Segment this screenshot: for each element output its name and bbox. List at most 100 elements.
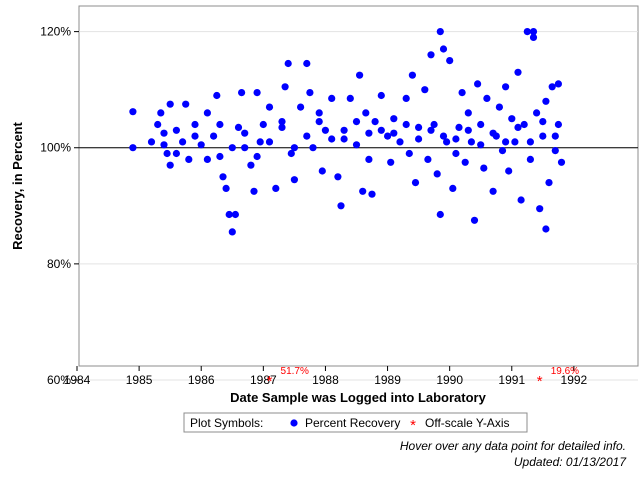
data-point[interactable] — [247, 161, 255, 169]
data-point[interactable] — [461, 158, 469, 166]
data-point[interactable] — [154, 120, 162, 129]
data-point[interactable] — [160, 141, 168, 149]
data-point[interactable] — [446, 57, 454, 65]
data-point[interactable] — [529, 33, 538, 42]
data-point[interactable] — [253, 152, 261, 161]
data-point[interactable] — [147, 138, 156, 146]
data-point[interactable] — [129, 108, 137, 116]
data-point[interactable] — [477, 141, 485, 149]
data-point[interactable] — [203, 155, 211, 163]
data-point[interactable] — [346, 94, 354, 102]
data-point[interactable] — [430, 120, 438, 129]
data-point[interactable] — [464, 126, 472, 134]
data-point[interactable] — [259, 120, 267, 129]
data-point[interactable] — [508, 115, 516, 123]
data-point[interactable] — [526, 138, 535, 146]
data-point[interactable] — [185, 155, 193, 163]
data-point[interactable] — [514, 68, 522, 76]
data-point[interactable] — [551, 147, 559, 155]
data-point[interactable] — [241, 129, 249, 137]
data-point[interactable] — [554, 80, 563, 88]
data-point[interactable] — [548, 83, 556, 91]
data-point[interactable] — [517, 196, 525, 204]
data-point[interactable] — [505, 167, 513, 175]
data-point[interactable] — [340, 135, 348, 143]
data-point[interactable] — [405, 149, 413, 158]
data-point[interactable] — [529, 28, 538, 36]
data-point[interactable] — [191, 120, 199, 129]
data-point[interactable] — [129, 144, 137, 152]
data-point[interactable] — [554, 120, 563, 129]
data-point[interactable] — [306, 89, 314, 97]
data-point[interactable] — [526, 155, 535, 163]
data-point[interactable] — [502, 138, 510, 146]
data-point[interactable] — [352, 118, 361, 126]
data-point[interactable] — [278, 123, 286, 131]
offscale-marker[interactable]: * — [267, 373, 273, 390]
data-point[interactable] — [334, 173, 342, 181]
data-point[interactable] — [210, 132, 218, 140]
data-point[interactable] — [213, 91, 221, 100]
data-point[interactable] — [424, 155, 432, 163]
data-point[interactable] — [514, 123, 522, 131]
data-point[interactable] — [172, 126, 180, 134]
data-point[interactable] — [157, 109, 165, 117]
data-point[interactable] — [216, 152, 224, 161]
data-point[interactable] — [303, 132, 311, 140]
data-point[interactable] — [315, 118, 323, 126]
data-point[interactable] — [489, 129, 497, 137]
data-point[interactable] — [542, 97, 550, 105]
data-point[interactable] — [523, 28, 531, 36]
data-point[interactable] — [474, 80, 482, 88]
data-point[interactable] — [284, 59, 292, 68]
data-point[interactable] — [439, 45, 448, 53]
data-point[interactable] — [365, 155, 373, 163]
data-point[interactable] — [415, 123, 423, 131]
data-point[interactable] — [321, 126, 329, 134]
data-point[interactable] — [402, 94, 410, 102]
data-point[interactable] — [470, 216, 479, 224]
data-point[interactable] — [402, 120, 410, 129]
data-point[interactable] — [411, 179, 420, 187]
data-point[interactable] — [219, 173, 227, 181]
data-point[interactable] — [272, 184, 280, 192]
data-point[interactable] — [439, 132, 448, 140]
data-point[interactable] — [265, 138, 274, 146]
data-point[interactable] — [337, 202, 345, 210]
data-point[interactable] — [172, 149, 180, 158]
data-point[interactable] — [539, 132, 547, 140]
data-point[interactable] — [163, 149, 171, 158]
data-point[interactable] — [356, 71, 364, 79]
data-point[interactable] — [278, 118, 286, 126]
data-point[interactable] — [415, 135, 423, 143]
data-point[interactable] — [303, 59, 311, 68]
data-point[interactable] — [234, 123, 243, 131]
data-point[interactable] — [480, 164, 488, 172]
data-point[interactable] — [483, 94, 491, 102]
data-point[interactable] — [495, 103, 503, 111]
data-point[interactable] — [421, 86, 429, 94]
data-point[interactable] — [359, 187, 367, 195]
data-point[interactable] — [225, 210, 233, 219]
data-point[interactable] — [477, 120, 485, 129]
data-point[interactable] — [191, 132, 199, 140]
data-point[interactable] — [309, 144, 317, 152]
data-point[interactable] — [166, 100, 174, 108]
data-point[interactable] — [427, 126, 435, 134]
data-point[interactable] — [328, 135, 336, 143]
data-point[interactable] — [365, 129, 373, 137]
data-point[interactable] — [520, 120, 528, 129]
data-point[interactable] — [377, 126, 385, 134]
data-point[interactable] — [160, 129, 168, 137]
data-point[interactable] — [536, 205, 544, 213]
data-point[interactable] — [384, 132, 392, 140]
data-point[interactable] — [228, 144, 236, 152]
data-point[interactable] — [377, 91, 385, 100]
data-point[interactable] — [166, 161, 174, 169]
data-point[interactable] — [228, 228, 236, 236]
data-point[interactable] — [467, 138, 475, 146]
data-point[interactable] — [197, 141, 205, 149]
data-point[interactable] — [489, 187, 497, 195]
data-point[interactable] — [203, 109, 211, 117]
data-point[interactable] — [222, 184, 230, 192]
